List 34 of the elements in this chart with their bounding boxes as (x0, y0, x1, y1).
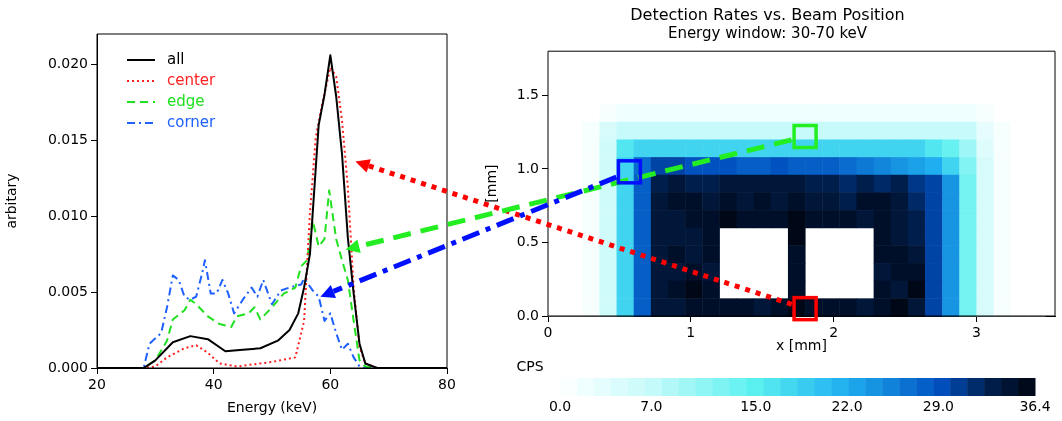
y-tick-label: 0.020 (47, 55, 88, 71)
y-tick-label: 0.000 (47, 358, 88, 375)
y-tick-label: 1.0 (516, 159, 539, 176)
legend-label: edge (167, 91, 205, 110)
y-axis-title: [mm] (483, 164, 500, 203)
chart-subtitle: Energy window: 30-70 keV (667, 24, 868, 43)
y-tick-label: 0.010 (47, 206, 88, 223)
y-axis-title: arbitary (3, 173, 20, 229)
x-tick-label: 2 (829, 324, 839, 341)
x-axis-title: x [mm] (776, 337, 827, 354)
x-tick-label: 60 (321, 376, 340, 393)
color-bar-label: 0.0 (548, 397, 572, 414)
legend-label: all (167, 49, 185, 68)
x-tick-label: 40 (204, 376, 223, 393)
y-tick-label: 0.0 (516, 306, 539, 323)
x-axis-title: Energy (keV) (226, 399, 318, 416)
color-bar-label: 7.0 (640, 397, 663, 414)
color-bar-title: CPS (516, 357, 544, 374)
x-tick-label: 0 (543, 324, 553, 341)
y-tick-label: 0.015 (47, 130, 88, 147)
y-tick-label: 1.5 (516, 85, 539, 102)
color-bar-label: 36.4 (1019, 397, 1051, 414)
color-bar-label: 29.0 (922, 397, 955, 414)
color-bar-label: 15.0 (740, 397, 772, 414)
x-tick-label: 1 (686, 324, 696, 341)
legend-label: center (167, 70, 217, 89)
color-bar-label: 22.0 (831, 397, 863, 414)
legend-label: corner (167, 112, 217, 131)
y-tick-label: 0.5 (516, 233, 539, 250)
x-tick-label: 3 (971, 324, 981, 341)
x-tick-label: 80 (438, 376, 456, 393)
y-tick-label: 0.005 (47, 282, 88, 299)
chart-title: Detection Rates vs. Beam Position (630, 4, 905, 24)
x-tick-label: 20 (88, 376, 106, 393)
